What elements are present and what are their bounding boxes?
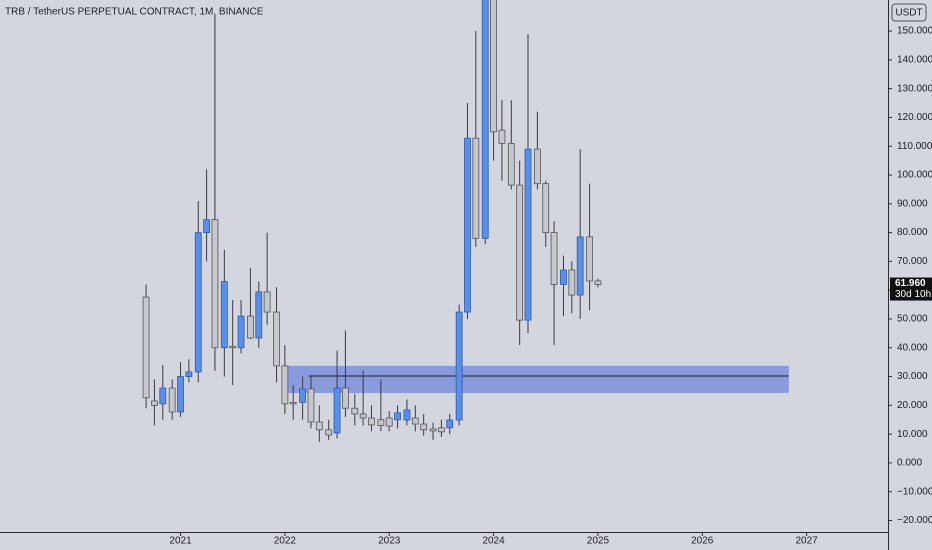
candle-body [507,142,515,186]
candle-body [455,311,463,421]
candle-body [273,311,280,367]
candle-body [490,0,497,133]
candle-body [385,417,393,427]
y-tick-label: 150.000 [897,26,932,37]
candle-body [185,371,193,377]
candle-body [159,387,167,405]
candle-body [437,427,445,433]
candle-body [315,421,323,431]
candle-body [263,291,271,313]
candle-body [194,232,202,373]
x-tick-label: 2021 [169,536,192,547]
y-tick-label: 120.000 [897,112,932,123]
y-tick-label: −10.000 [897,486,932,497]
candle-body [568,269,576,296]
candle-body [229,345,237,349]
candle-body [255,291,263,339]
candle-body [281,365,289,405]
candle-body [403,409,411,421]
candle-body [151,400,158,406]
candle-body [359,413,367,419]
candle-body [220,281,228,349]
x-tick-label: 2026 [691,536,714,547]
currency-box[interactable] [891,3,927,22]
candle-body [560,269,567,285]
candle-body [586,236,593,282]
candle-body [498,129,506,144]
y-tick-label: 100.000 [897,170,932,181]
y-tick-label: 90.000 [897,198,928,209]
last-price-label: 61.960 [895,278,926,289]
y-tick-label: 30.000 [897,371,928,382]
candle-body [524,148,532,321]
candle-body [429,428,437,432]
candle-body [289,402,297,405]
chart-title: TRB / TetherUS PERPETUAL CONTRACT, 1M, B… [5,7,264,18]
candle-body [420,423,428,431]
candle-body [142,296,150,399]
x-tick-label: 2025 [587,536,610,547]
y-tick-label: 70.000 [897,256,928,267]
candle-body [411,417,419,425]
last-price-box [890,277,932,301]
support-zone [284,365,789,393]
candle-body [299,388,307,403]
candle-body [481,0,489,239]
candle-body [247,315,254,339]
candle-body [368,417,375,426]
candle-body [325,429,333,436]
candle-body [307,388,315,423]
candle-body [464,137,471,313]
y-tick-label: 0.000 [897,458,922,469]
candle-body [177,376,184,413]
y-tick-label: 130.000 [897,83,932,94]
candle-body [351,407,359,415]
x-tick-label: 2027 [795,536,818,547]
candle-body [394,412,401,421]
candle-body [516,184,524,321]
candle-body [594,280,602,285]
y-tick-label: 80.000 [897,227,928,238]
currency-label[interactable]: USDT [895,8,922,19]
candle-body [211,219,219,349]
y-tick-label: 110.000 [897,141,932,152]
candle-body [203,219,211,234]
y-tick-label: 20.000 [897,400,928,411]
y-tick-label: 10.000 [897,429,928,440]
plot-area [142,0,789,442]
x-tick-label: 2024 [482,536,505,547]
y-tick-label: −20.000 [897,515,932,526]
candle-body [550,232,558,285]
candle-body [542,183,550,234]
y-tick-label: 140.000 [897,55,932,66]
candle-body [533,148,541,185]
candle-body [341,387,349,409]
countdown-label: 30d 10h [895,289,931,300]
candle-body [168,387,176,413]
x-tick-label: 2023 [378,536,401,547]
candle-body [237,315,245,349]
candle-body [446,419,454,429]
y-tick-label: 50.000 [897,314,928,325]
candle-body [576,236,584,296]
candle-body [377,419,385,426]
candle-body [333,387,341,434]
x-tick-label: 2022 [274,536,297,547]
y-tick-label: 40.000 [897,342,928,353]
candle-body [472,137,480,239]
